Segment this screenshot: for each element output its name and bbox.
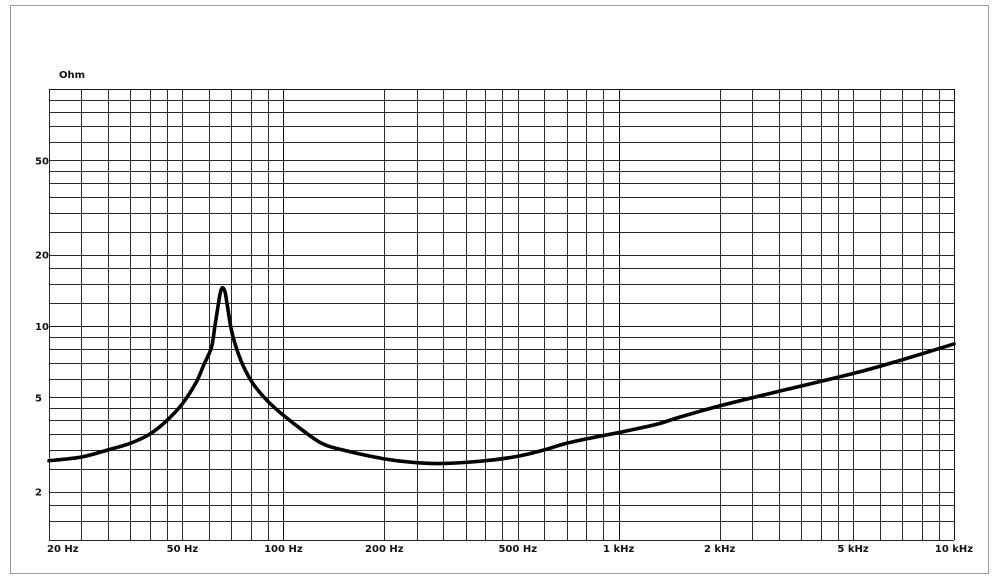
vertical-gridlines	[49, 89, 956, 540]
x-tick-label: 20 Hz	[47, 544, 79, 555]
x-tick-label: 2 kHz	[704, 544, 735, 555]
x-tick-label: 10 kHz	[935, 544, 973, 555]
chart-frame	[10, 5, 989, 574]
y-tick-label: 2	[35, 488, 42, 499]
impedance-curve	[47, 285, 956, 466]
x-tick-label: 5 kHz	[837, 544, 868, 555]
x-tick-label: 200 Hz	[365, 544, 404, 555]
x-tick-label: 100 Hz	[264, 544, 303, 555]
y-tick-label: 5	[35, 393, 42, 404]
y-tick-label: 50	[35, 156, 49, 167]
y-tick-label: 20	[35, 251, 49, 262]
y-axis-unit-label: Ohm	[59, 70, 85, 81]
horizontal-gridlines	[49, 88, 954, 541]
y-tick-label: 10	[35, 322, 49, 333]
y-tick-labels: 2 5 10 20 50	[35, 156, 49, 498]
x-tick-label: 500 Hz	[498, 544, 537, 555]
x-tick-labels: 20 Hz 50 Hz 100 Hz 200 Hz 500 Hz 1 kHz 2 kHz 5 …	[47, 544, 973, 555]
x-tick-label: 1 kHz	[603, 544, 634, 555]
series-group	[47, 285, 956, 466]
x-tick-label: 50 Hz	[167, 544, 199, 555]
